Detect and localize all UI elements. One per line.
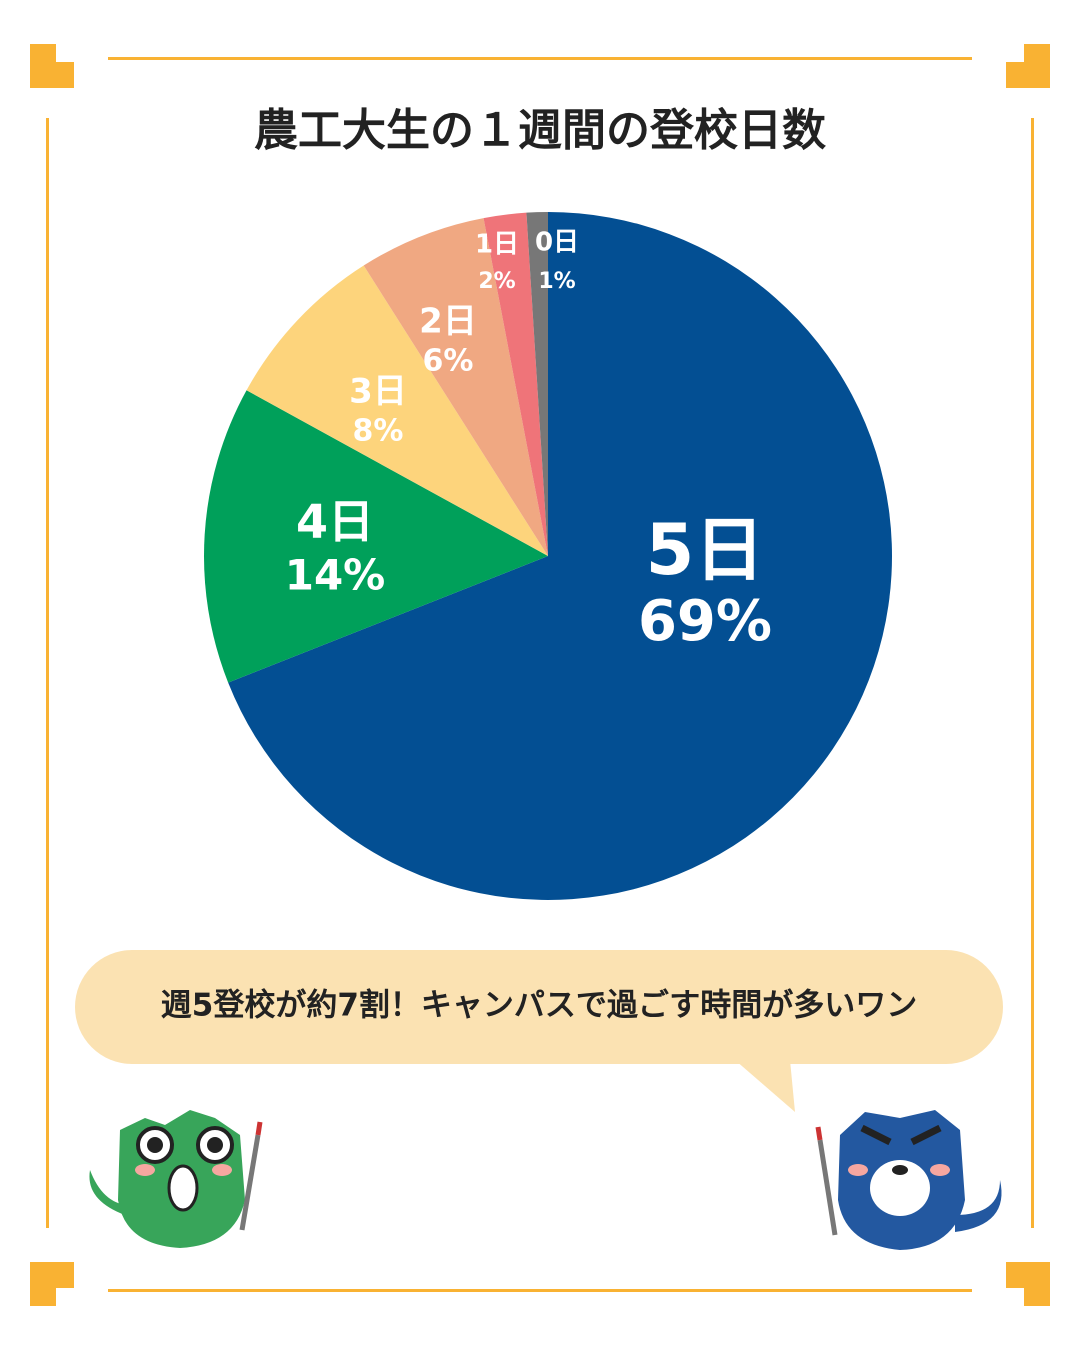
slice-value-label: 14% bbox=[285, 551, 386, 600]
slice-category-label: 0日 bbox=[535, 228, 579, 258]
pie-slice bbox=[526, 212, 548, 556]
mascot-green bbox=[89, 1110, 263, 1248]
annotation: 週5登校が約7割！キャンパスで過ごす時間が多いワン bbox=[161, 988, 917, 1024]
speech-bubble: 週5登校が約7割！キャンパスで過ごす時間が多いワン bbox=[75, 950, 1003, 1112]
pie bbox=[204, 212, 893, 900]
slice-value-label: 1% bbox=[538, 269, 575, 294]
slice-value-label: 2% bbox=[478, 269, 515, 294]
pie-slice bbox=[363, 218, 548, 556]
slice-category-label: 3日 bbox=[349, 372, 407, 412]
slice-category-label: 1日 bbox=[475, 230, 519, 260]
pie-slice bbox=[246, 265, 548, 556]
mascot-blue bbox=[815, 1110, 1002, 1250]
slice-category-label: 2日 bbox=[419, 302, 477, 342]
slice-category-label: 4日 bbox=[296, 495, 374, 549]
slice-value-label: 8% bbox=[353, 414, 404, 449]
slice-category-label: 5日 bbox=[646, 509, 765, 591]
slice-value-label: 6% bbox=[423, 344, 474, 379]
slice-value-label: 69% bbox=[638, 589, 772, 654]
chart-title: 農工大生の１週間の登校日数 bbox=[254, 105, 826, 156]
frame bbox=[30, 44, 1050, 1306]
pie-slice bbox=[228, 212, 893, 900]
pie-slice bbox=[483, 212, 548, 556]
pie-slice bbox=[204, 390, 549, 683]
